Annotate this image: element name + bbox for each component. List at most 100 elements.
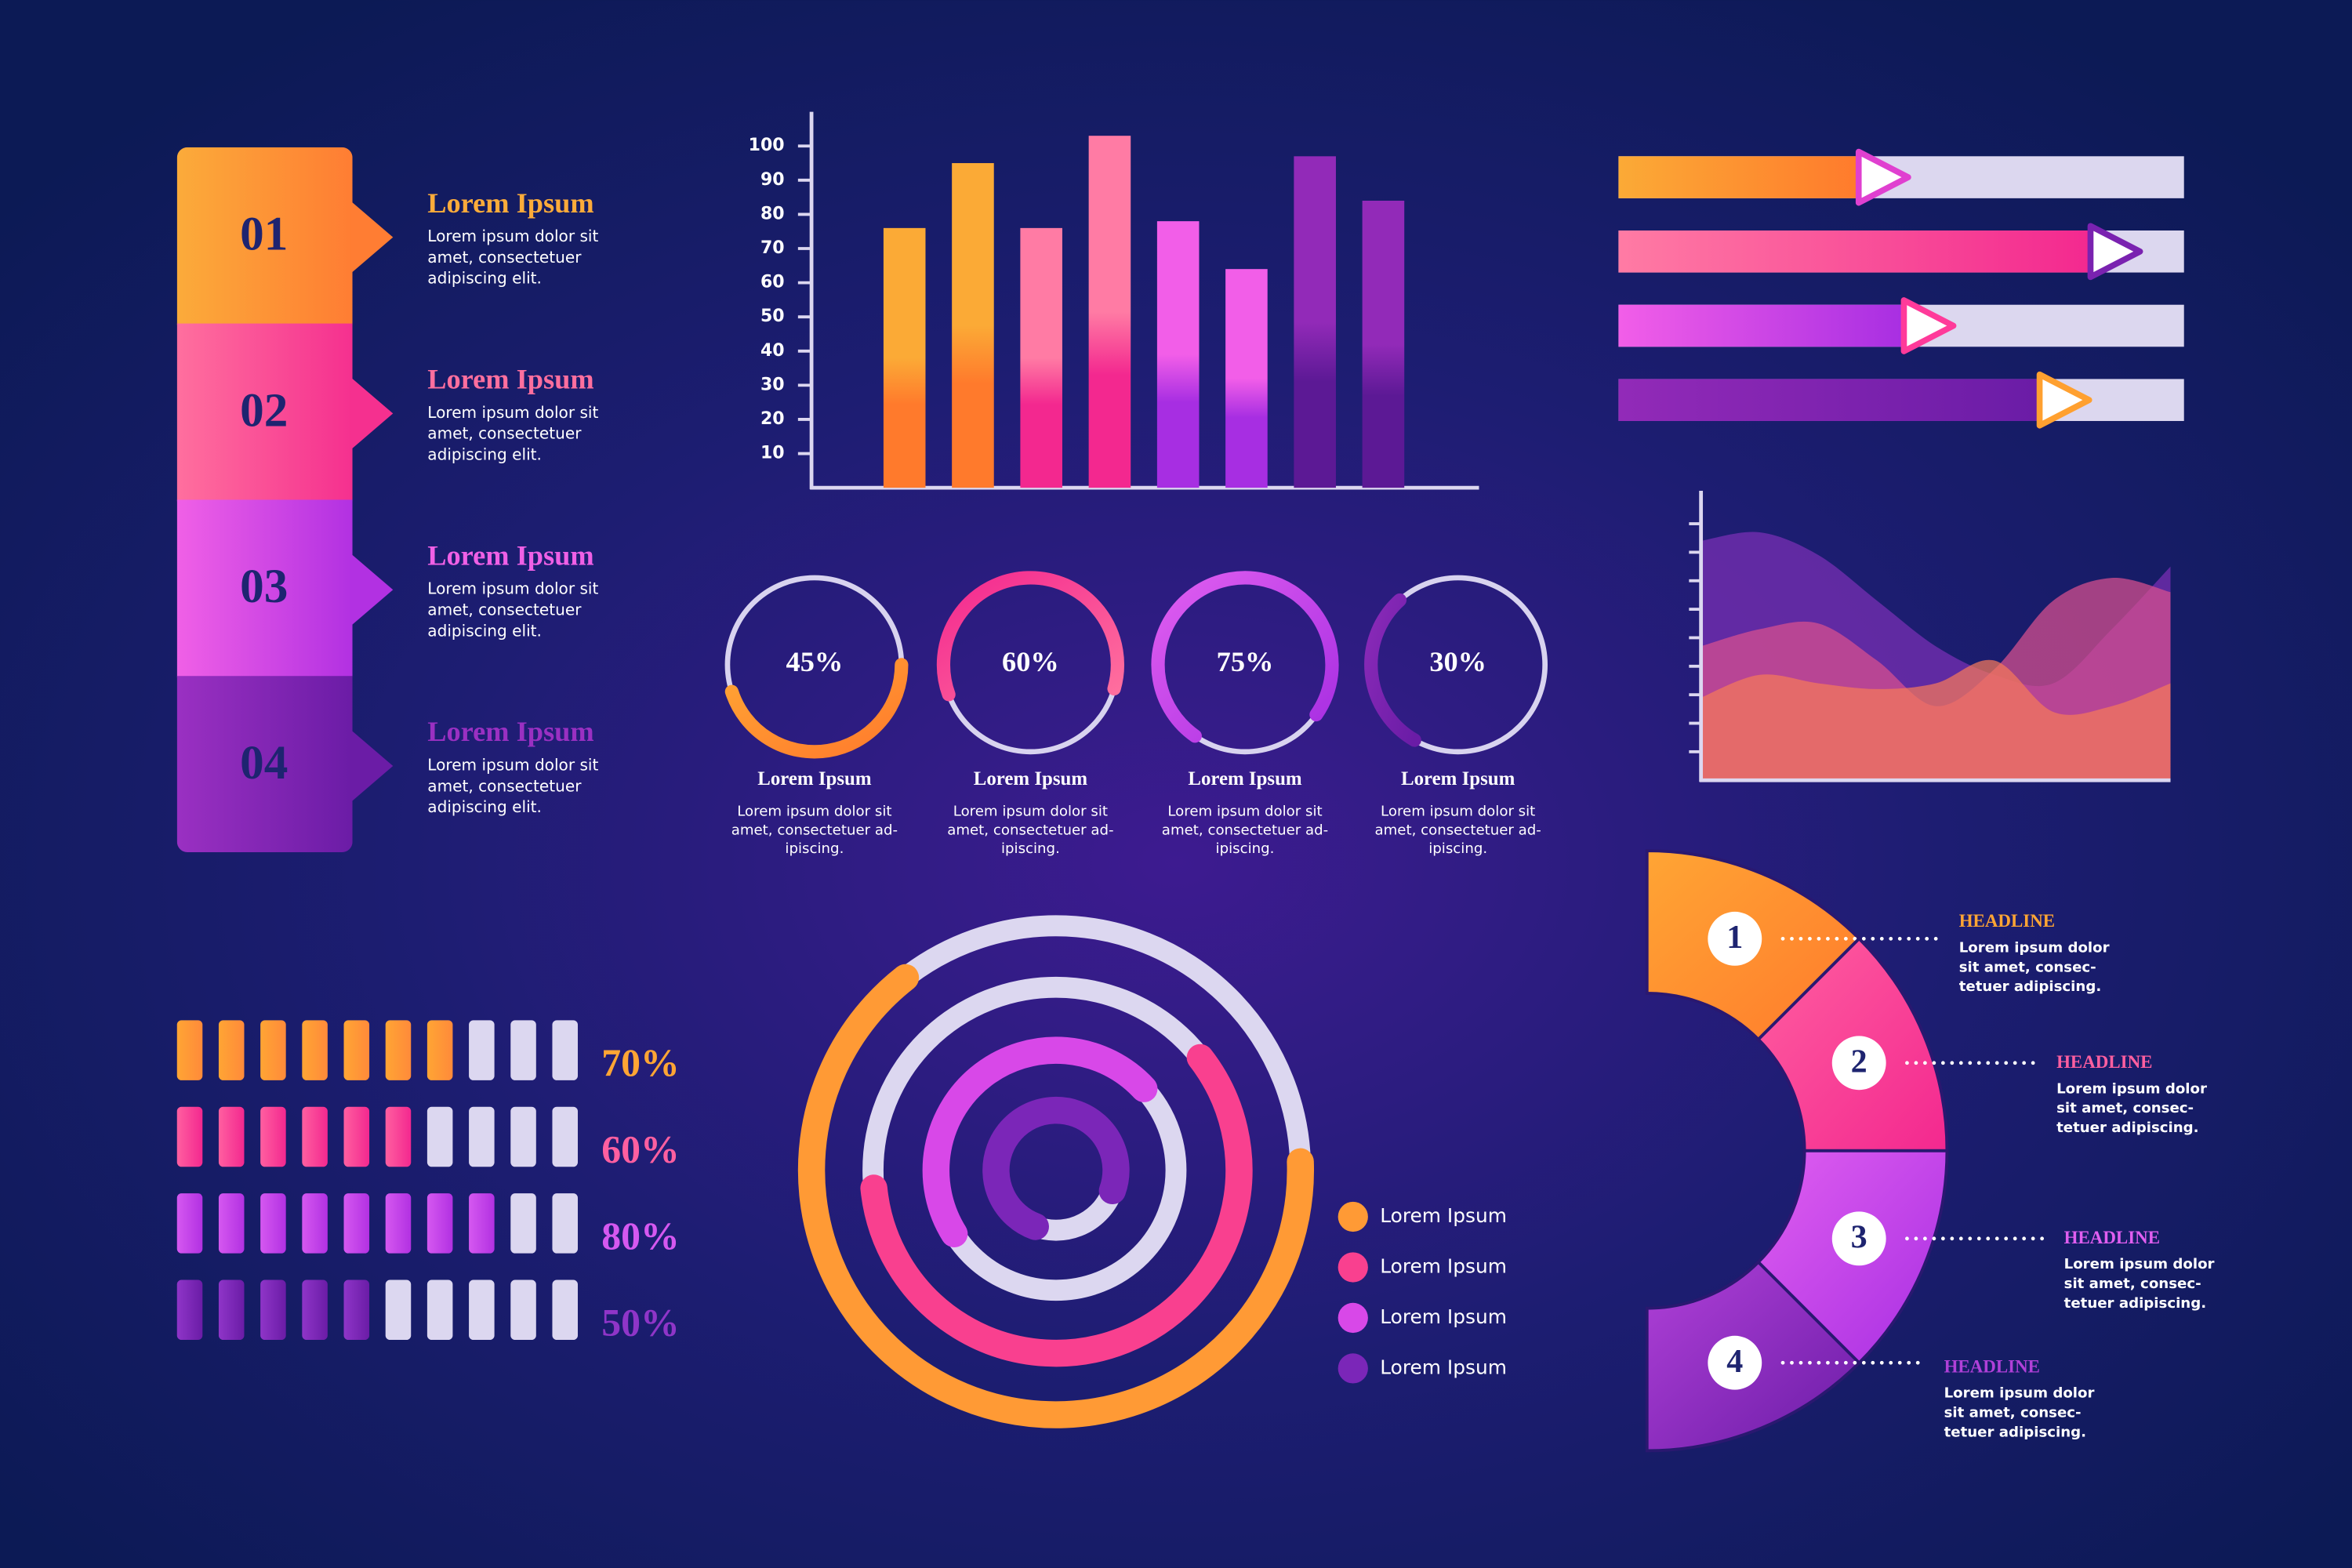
waffle-cell	[302, 1106, 328, 1167]
segment-badge	[1708, 1335, 1762, 1390]
segment-badge	[1831, 1211, 1886, 1266]
step-text: amet, consectetuer	[427, 776, 582, 795]
y-tick-label: 90	[760, 170, 785, 190]
waffle-cell	[218, 1020, 245, 1080]
step-blocks	[176, 147, 353, 853]
bar	[1362, 200, 1405, 488]
ring-arc	[1364, 593, 1421, 747]
segment-title: HEADLINE	[2056, 1052, 2152, 1072]
progress-arrow	[2036, 371, 2092, 429]
ring-text: Lorem ipsum dolor sit	[737, 803, 891, 819]
waffle-empty	[426, 1279, 453, 1341]
segment-badge	[1831, 1036, 1886, 1091]
waffle-cell	[260, 1279, 286, 1341]
radial-arc	[797, 964, 1314, 1428]
legend-label: Lorem Ipsum	[1380, 1204, 1507, 1227]
step-number: 01	[240, 208, 288, 261]
segment-number: 1	[1726, 919, 1743, 956]
step-text: Lorem ipsum dolor sit	[427, 579, 598, 598]
waffle-cell	[176, 1020, 203, 1080]
step-text: Lorem ipsum dolor sit	[427, 403, 598, 422]
step-text: amet, consectetuer	[427, 601, 582, 619]
waffle-cell	[176, 1106, 203, 1167]
step-title: Lorem Ipsum	[427, 364, 593, 395]
segment-title: HEADLINE	[2064, 1228, 2160, 1247]
segment-text: tetuer adipiscing.	[1959, 978, 2102, 995]
bar	[1156, 221, 1200, 488]
legend-label: Lorem Ipsum	[1380, 1305, 1507, 1328]
waffle-cell	[302, 1193, 328, 1254]
ring-text: Lorem ipsum dolor sit	[1381, 803, 1535, 819]
waffle-empty	[552, 1193, 578, 1254]
bar	[1294, 156, 1336, 488]
step-pointer	[350, 554, 394, 626]
area	[1700, 659, 2171, 781]
y-tick-label: 60	[760, 273, 785, 292]
step-title: Lorem Ipsum	[427, 539, 593, 571]
legend-label: Lorem Ipsum	[1380, 1254, 1507, 1277]
segment-text: tetuer adipiscing.	[1944, 1424, 2087, 1440]
waffle-empty	[552, 1020, 578, 1080]
waffle-empty	[552, 1106, 578, 1167]
step-text: amet, consectetuer	[427, 248, 582, 267]
waffle-cell	[260, 1193, 286, 1254]
step-pointer	[350, 201, 394, 274]
step-text: adipiscing elit.	[427, 269, 542, 288]
waffle-cell	[469, 1193, 495, 1254]
ring-title: Lorem Ipsum	[974, 768, 1088, 789]
waffle-label: 60%	[601, 1127, 679, 1171]
step-block	[176, 499, 353, 678]
segment-number: 3	[1851, 1218, 1867, 1255]
ring-text: amet, consectetuer ad-	[1374, 822, 1541, 838]
waffle-empty	[469, 1020, 495, 1080]
progress-fill	[1618, 156, 1862, 198]
progress-fill	[1618, 230, 2094, 273]
waffle-cell	[218, 1279, 245, 1341]
step-text: amet, consectetuer	[427, 424, 582, 443]
waffle-label: 70%	[601, 1041, 679, 1084]
segment-text: sit amet, consec-	[2056, 1100, 2194, 1116]
step-text: adipiscing elit.	[427, 445, 542, 463]
ring-label: 75%	[1217, 646, 1274, 677]
progress-arrow	[1900, 297, 1957, 354]
ring-title: Lorem Ipsum	[1401, 768, 1515, 789]
ring-text: ipiscing.	[1428, 840, 1487, 857]
step-title: Lorem Ipsum	[427, 716, 593, 747]
waffle-empty	[510, 1193, 536, 1254]
progress-fill	[1618, 379, 2043, 421]
legend-label: Lorem Ipsum	[1380, 1356, 1507, 1378]
ring-label: 30%	[1429, 646, 1486, 677]
progress-arrow	[2087, 223, 2143, 281]
ring-arc	[936, 571, 1124, 702]
ring-text: ipiscing.	[785, 840, 844, 857]
radial-arc	[860, 1044, 1253, 1367]
ring-text: Lorem ipsum dolor sit	[1167, 803, 1322, 819]
ring-text: Lorem ipsum dolor sit	[953, 803, 1108, 819]
step-block	[176, 147, 353, 325]
waffle-empty	[426, 1106, 453, 1167]
radial-arc	[982, 1096, 1130, 1240]
waffle-empty	[510, 1106, 536, 1167]
y-tick-label: 20	[760, 409, 785, 429]
step-pointer	[350, 730, 394, 802]
ring-arc	[724, 658, 909, 759]
step-pointer	[350, 377, 394, 450]
waffle-cell	[176, 1193, 203, 1254]
y-tick-label: 50	[760, 307, 785, 326]
waffle-cell	[218, 1106, 245, 1167]
ring-text: ipiscing.	[1001, 840, 1060, 857]
step-number: 02	[240, 383, 288, 437]
waffle-cell	[302, 1279, 328, 1341]
bar	[1225, 269, 1268, 488]
legend-swatch	[1338, 1201, 1368, 1232]
ring-label: 45%	[786, 646, 844, 677]
legend-swatch	[1338, 1353, 1368, 1384]
waffle-cell	[218, 1193, 245, 1254]
step-title: Lorem Ipsum	[427, 187, 593, 219]
segment-text: Lorem ipsum dolor	[2056, 1080, 2207, 1097]
step-text: adipiscing elit.	[427, 621, 542, 640]
waffle-empty	[385, 1279, 412, 1341]
segment-text: Lorem ipsum dolor	[2064, 1256, 2215, 1272]
waffle-label: 80%	[601, 1214, 679, 1258]
